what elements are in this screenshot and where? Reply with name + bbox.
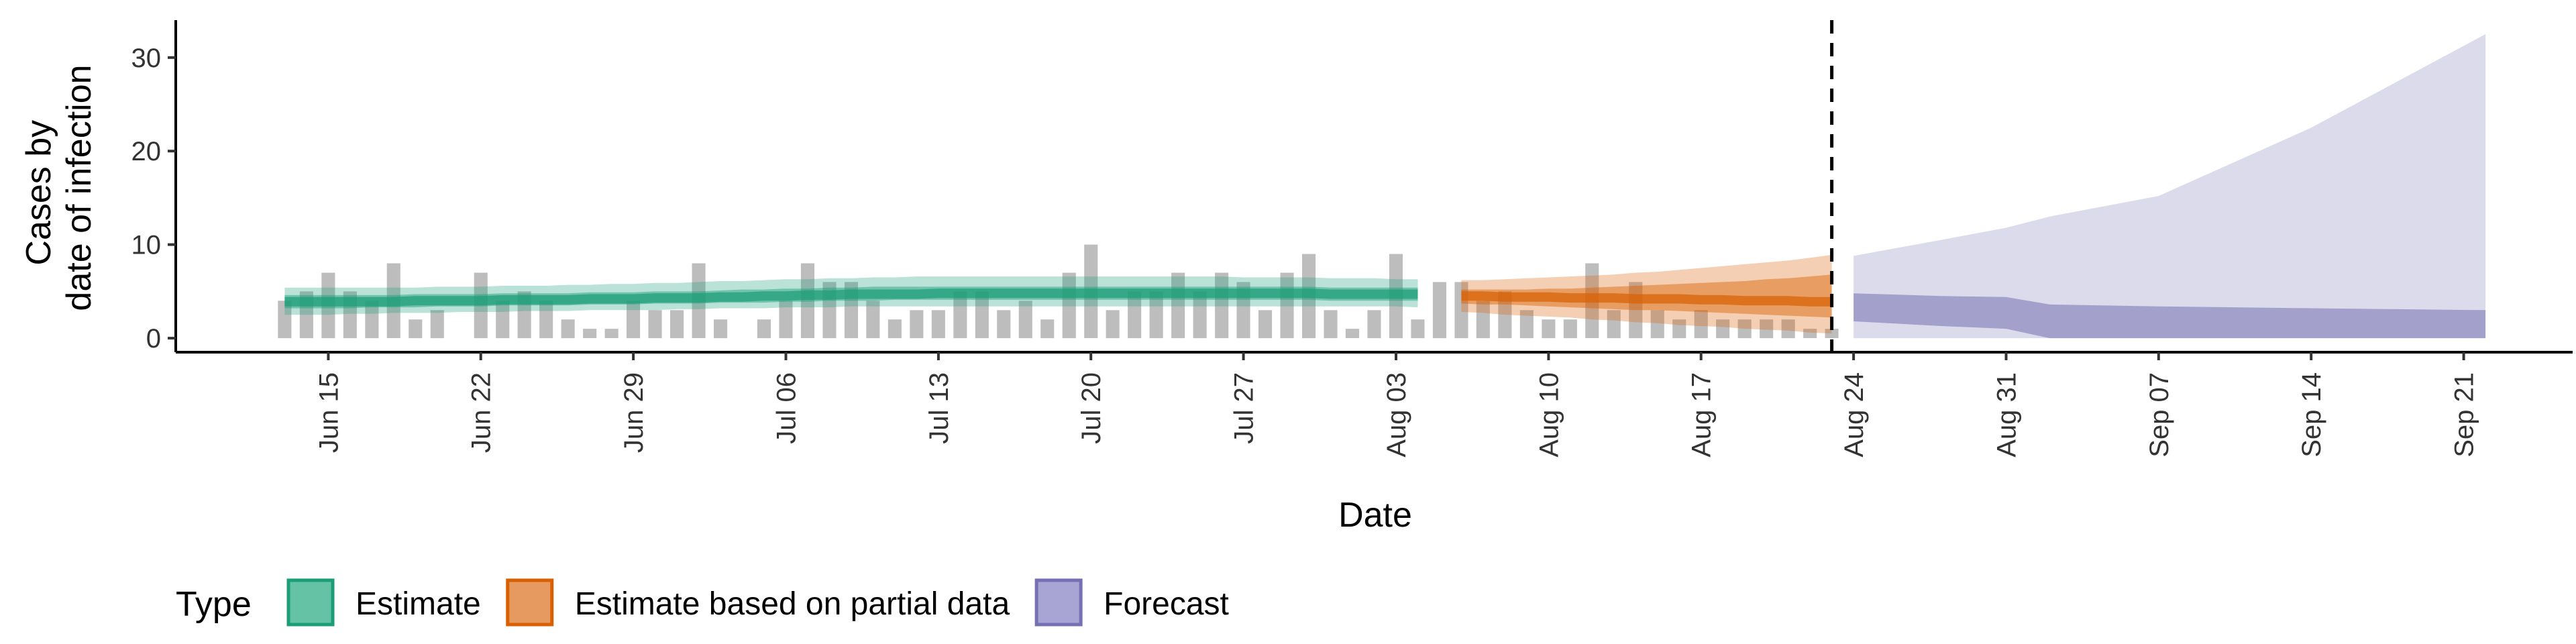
observed-case-bar bbox=[1737, 319, 1752, 339]
observed-case-bar bbox=[1367, 310, 1381, 339]
x-tick-label: Aug 31 bbox=[1992, 372, 2022, 458]
observed-case-bar bbox=[1803, 329, 1817, 338]
observed-case-bar bbox=[278, 301, 292, 339]
observed-case-bar bbox=[604, 329, 619, 338]
observed-case-bar bbox=[953, 291, 967, 339]
legend-swatch-estimate bbox=[286, 578, 335, 627]
observed-case-bar bbox=[1716, 319, 1730, 339]
legend: Type Estimate Estimate based on partial d… bbox=[176, 578, 1229, 627]
observed-case-bar bbox=[800, 263, 814, 338]
observed-case-bar bbox=[1542, 319, 1556, 339]
observed-case-bar bbox=[1040, 319, 1055, 339]
x-tick-label: Jul 06 bbox=[772, 372, 802, 444]
observed-case-bar bbox=[1519, 310, 1534, 339]
legend-swatch-forecast bbox=[1034, 578, 1083, 627]
observed-case-bar bbox=[430, 310, 444, 339]
observed-case-bar bbox=[648, 310, 662, 339]
observed-case-bar bbox=[670, 310, 684, 339]
x-tick-label: Jul 13 bbox=[924, 372, 954, 444]
x-tick-label: Aug 17 bbox=[1687, 372, 1717, 458]
observed-case-bar bbox=[539, 301, 553, 339]
observed-case-bar bbox=[1498, 291, 1512, 339]
y-axis-title-line-2: date of infection bbox=[60, 64, 99, 311]
legend-label-estimate-based-on-partial-data: Estimate based on partial data bbox=[575, 586, 1010, 622]
observed-case-bar bbox=[1694, 310, 1708, 339]
observed-case-bar bbox=[1825, 329, 1839, 338]
observed-case-bar bbox=[1106, 310, 1120, 339]
x-tick-label: Aug 24 bbox=[1839, 372, 1869, 458]
x-tick-label: Aug 03 bbox=[1382, 372, 1411, 458]
y-axis-title-line-1: Cases by bbox=[19, 120, 58, 266]
observed-case-bar bbox=[1760, 319, 1774, 339]
observed-case-bar bbox=[779, 301, 793, 339]
observed-case-bar bbox=[1781, 319, 1795, 339]
observed-case-bar bbox=[975, 291, 989, 339]
observed-case-bar bbox=[1650, 310, 1664, 339]
observed-case-bar bbox=[1432, 282, 1446, 339]
legend-swatch-estimate-based-on-partial-data bbox=[506, 578, 554, 627]
observed-case-bar bbox=[997, 310, 1011, 339]
observed-case-bar bbox=[1258, 310, 1273, 339]
x-tick-label: Jul 27 bbox=[1230, 372, 1259, 444]
y-tick-label: 20 bbox=[131, 137, 162, 166]
observed-case-bar bbox=[1018, 301, 1032, 339]
observed-case-bar bbox=[583, 329, 597, 338]
estimate-median-line bbox=[284, 288, 1418, 307]
estimate-based-on-partial-data-median-line bbox=[1461, 291, 1832, 307]
observed-case-bar bbox=[1324, 310, 1338, 339]
x-tick-label: Sep 07 bbox=[2145, 372, 2174, 458]
x-tick-label: Jul 20 bbox=[1077, 372, 1106, 444]
observed-case-bar bbox=[866, 301, 880, 339]
y-tick-label: 10 bbox=[131, 231, 162, 260]
observed-case-bar bbox=[888, 319, 902, 339]
observed-case-bar bbox=[496, 301, 510, 339]
observed-case-bar bbox=[714, 319, 728, 339]
observed-case-bar bbox=[1607, 310, 1621, 339]
x-tick-label: Jun 29 bbox=[619, 372, 649, 453]
x-tick-label: Aug 10 bbox=[1534, 372, 1564, 458]
observed-case-bar bbox=[365, 301, 379, 339]
x-tick-label: Sep 21 bbox=[2450, 372, 2479, 458]
observed-case-bar bbox=[931, 310, 945, 339]
observed-case-bar bbox=[757, 319, 771, 339]
observed-case-bar bbox=[1476, 301, 1490, 339]
forecast-outer-band bbox=[1854, 34, 2486, 339]
observed-case-bar bbox=[1149, 291, 1163, 339]
observed-case-bar bbox=[1672, 319, 1686, 339]
x-tick-label: Jun 22 bbox=[467, 372, 496, 453]
estimate-bands bbox=[284, 34, 2486, 339]
legend-title: Type bbox=[176, 585, 252, 624]
legend-label-estimate: Estimate bbox=[356, 586, 481, 622]
y-tick-label: 30 bbox=[131, 44, 162, 73]
x-tick-label: Sep 14 bbox=[2297, 372, 2326, 458]
observed-case-bar bbox=[409, 319, 423, 339]
x-axis-title: Date bbox=[1338, 496, 1412, 535]
forecast-inner-band bbox=[1854, 293, 2486, 339]
observed-case-bar bbox=[627, 301, 641, 339]
x-tick-label: Jun 15 bbox=[314, 372, 343, 453]
observed-case-bar bbox=[1411, 319, 1425, 339]
y-axis-title: Cases by date of infection bbox=[19, 64, 99, 311]
axes bbox=[174, 20, 2573, 354]
observed-case-bar bbox=[1128, 291, 1142, 339]
observed-case-bar bbox=[1193, 291, 1207, 339]
y-ticks: 0 10 20 30 bbox=[131, 44, 176, 354]
observed-case-bar bbox=[910, 310, 924, 339]
legend-label-forecast: Forecast bbox=[1104, 586, 1229, 622]
observed-case-bar bbox=[1563, 319, 1577, 339]
x-ticks: Jun 15 Jun 22 Jun 29 Jul 06 Jul 13 Jul 20 Jul … bbox=[314, 352, 2479, 458]
y-tick-label: 0 bbox=[146, 324, 161, 354]
observed-case-bar bbox=[1345, 329, 1359, 338]
observed-case-bar bbox=[561, 319, 575, 339]
